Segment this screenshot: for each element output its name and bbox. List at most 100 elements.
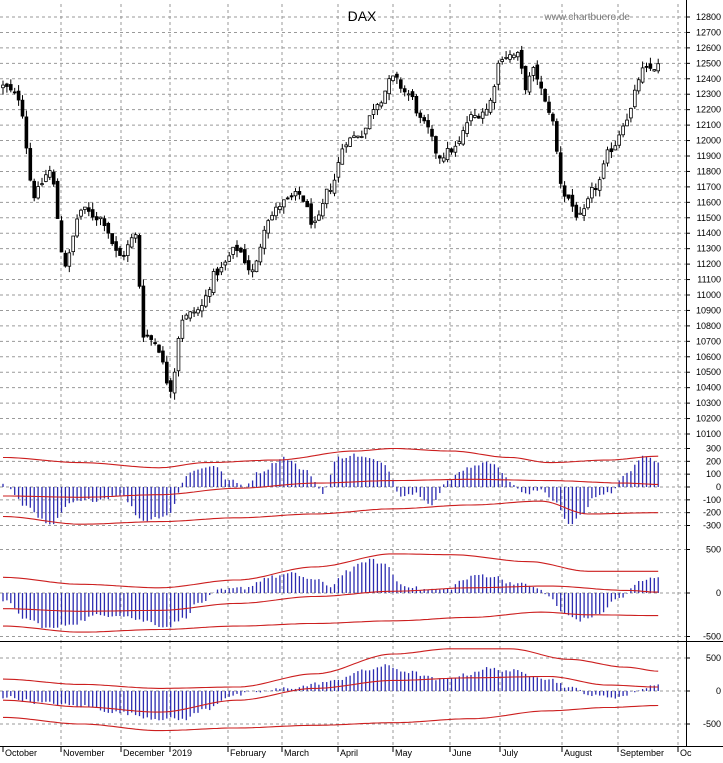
candle-body [24, 116, 29, 149]
y-tick-label: -500 [703, 632, 721, 642]
candle-body [231, 246, 235, 255]
candle-body [168, 380, 173, 392]
candle-body [118, 247, 122, 256]
y-tick-label: 10600 [696, 352, 721, 362]
candle-body [402, 88, 407, 93]
month-label: April [340, 748, 358, 758]
band-line [2, 675, 659, 713]
candle-body [207, 289, 212, 297]
candle-body [5, 83, 9, 87]
candle-body [16, 90, 21, 101]
candle-body [94, 216, 99, 221]
candle-body [313, 220, 317, 223]
y-tick-label: 0 [716, 588, 721, 598]
candle-body [12, 91, 17, 94]
y-tick-label: 12800 [696, 12, 721, 22]
candle-body [543, 88, 547, 102]
candle-body [449, 148, 454, 153]
candle-body [211, 271, 216, 293]
candle-body [36, 186, 40, 199]
y-tick-label: 11500 [697, 213, 721, 223]
y-tick-label: 300 [706, 444, 721, 454]
candle-body [586, 198, 590, 209]
candle-body [566, 194, 571, 199]
candle-body [196, 309, 200, 314]
candle-body [437, 155, 442, 159]
oscillator-panel-1 [2, 447, 659, 525]
candle-body [395, 73, 399, 78]
band-line [2, 500, 659, 525]
candle-body [391, 75, 395, 82]
candle-body [465, 122, 469, 134]
candle-body [59, 220, 64, 253]
y-tick-label: 10300 [696, 398, 721, 408]
candle-body [32, 180, 36, 199]
y-tick-label: 12100 [696, 120, 721, 130]
y-tick-label: 500 [706, 653, 721, 663]
y-tick-label: 11800 [697, 166, 721, 176]
candle-body [484, 108, 489, 116]
y-tick-label: 10200 [696, 414, 721, 424]
candle-body [274, 206, 278, 217]
candle-body [161, 350, 165, 363]
y-tick-label: 100 [706, 469, 721, 479]
month-label: May [395, 748, 413, 758]
candle-body [469, 114, 473, 122]
candle-body [558, 152, 563, 184]
y-tick-label: 0 [716, 686, 721, 696]
candle-body [317, 214, 321, 221]
candle-body [192, 311, 196, 314]
candle-body [562, 185, 567, 197]
candle-body [297, 191, 302, 195]
candle-body [461, 130, 465, 145]
candle-body [176, 338, 181, 372]
candle-body [172, 371, 177, 394]
candle-body [250, 269, 255, 273]
candle-body [51, 171, 56, 185]
candle-body [55, 180, 60, 219]
candle-body [336, 162, 341, 178]
candle-body [344, 144, 348, 148]
candle-body [285, 197, 290, 200]
candle-body [488, 99, 493, 113]
candle-body [258, 246, 263, 263]
y-tick-label: 12700 [696, 27, 721, 37]
candle-body [266, 220, 270, 234]
candle-body [79, 209, 83, 217]
y-tick-label: 10500 [696, 367, 721, 377]
candle-body [531, 67, 536, 76]
month-label: October [5, 748, 37, 758]
x-axis-month-labels: October November December 2019 February March… [2, 746, 692, 758]
candle-body [200, 305, 204, 312]
candle-body [157, 344, 161, 353]
band-line [3, 585, 659, 612]
y-tick-label: 11000 [697, 290, 721, 300]
band-line [2, 648, 659, 689]
candle-body [75, 218, 79, 237]
candle-body [371, 109, 376, 115]
candle-body [352, 135, 356, 138]
candle-body [398, 79, 403, 89]
y-tick-label: 12600 [696, 43, 721, 53]
candle-body [48, 170, 52, 178]
candle-body [145, 334, 150, 337]
month-label: September [620, 748, 664, 758]
candle-body [20, 99, 25, 117]
candle-body [133, 234, 138, 239]
candle-body [367, 115, 372, 130]
candle-body [262, 229, 267, 249]
candle-body [293, 191, 298, 197]
month-label: February [230, 748, 267, 758]
candle-body [301, 195, 306, 202]
candle-body [504, 57, 508, 59]
y-tick-label: 10100 [696, 429, 721, 439]
candle-body [414, 96, 419, 114]
y-tick-label: 12300 [696, 89, 721, 99]
price-panel [1, 45, 660, 400]
candle-body [278, 206, 282, 210]
y-tick-label: 200 [706, 456, 721, 466]
y-tick-label: 10800 [696, 321, 721, 331]
candle-body [590, 187, 594, 199]
candle-body [164, 361, 169, 384]
